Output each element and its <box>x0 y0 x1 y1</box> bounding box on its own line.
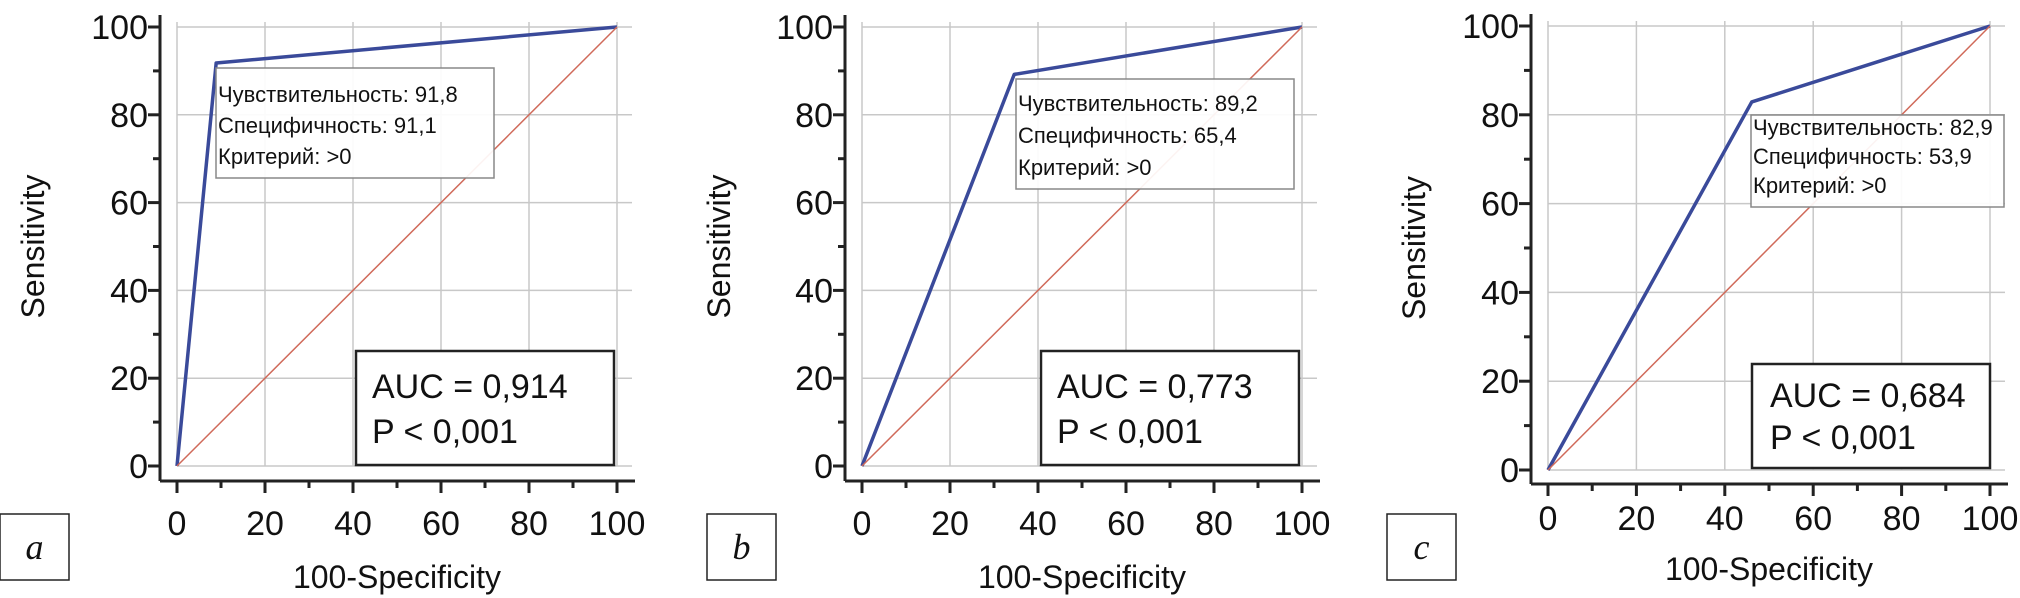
roc-curve-line <box>860 25 1303 467</box>
x-tick-label: 100 <box>1274 505 1331 543</box>
y-tick-label: 80 <box>1481 97 1519 135</box>
x-tick-label: 20 <box>246 505 284 543</box>
p-value: P < 0,001 <box>372 413 518 451</box>
criterion-annotation: Критерий: >0 <box>1018 155 1152 180</box>
y-tick-label: 0 <box>1500 452 1519 490</box>
y-tick-label: 0 <box>814 448 833 486</box>
p-value: P < 0,001 <box>1057 413 1203 451</box>
auc-value: AUC = 0,684 <box>1770 377 1966 415</box>
criterion-annotation: Критерий: >0 <box>1753 173 1887 198</box>
criterion-annotation: Критерий: >0 <box>218 144 352 169</box>
x-axis-title: 100-Specificity <box>293 559 501 595</box>
auc-value: AUC = 0,914 <box>372 368 568 406</box>
y-tick-label: 80 <box>795 97 833 135</box>
sensitivity-annotation: Чувствительность: 82,9 <box>1753 115 1993 140</box>
roc-panel-a: 0 20 40 60 80 100 0 20 40 60 80 100 100-Specificity S… <box>0 9 645 595</box>
y-tick-label: 60 <box>1481 186 1519 224</box>
x-tick-label: 40 <box>1019 505 1057 543</box>
y-tick-label: 0 <box>129 448 148 486</box>
x-tick-label: 100 <box>1962 500 2019 538</box>
roc-curve-line <box>175 25 618 467</box>
panel-letter-box <box>0 513 70 581</box>
x-tick-label: 0 <box>1539 500 1558 538</box>
x-axis-title: 100-Specificity <box>1665 551 1873 587</box>
specificity-annotation: Специфичность: 53,9 <box>1753 144 1972 169</box>
auc-value: AUC = 0,773 <box>1057 368 1253 406</box>
auc-box <box>1750 362 1992 470</box>
roc-panel-c: 0 20 40 60 80 100 0 20 40 60 80 100 100-Specificity S… <box>1386 8 2019 587</box>
panel-letter-box <box>706 513 777 581</box>
specificity-annotation: Специфичность: 65,4 <box>1018 123 1237 148</box>
y-tick-label: 40 <box>110 272 148 310</box>
y-tick-label: 60 <box>110 185 148 223</box>
auc-box <box>354 349 616 467</box>
sensitivity-annotation: Чувствительность: 89,2 <box>1018 91 1258 116</box>
y-axis-title: Sensitivity <box>1396 176 1432 320</box>
y-tick-label: 60 <box>795 185 833 223</box>
reference-diagonal-line <box>1547 25 1991 471</box>
x-tick-label: 80 <box>1195 505 1233 543</box>
x-tick-label: 0 <box>853 505 872 543</box>
y-axis-title: Sensitivity <box>701 174 737 318</box>
criterion-annotation-box <box>215 67 495 179</box>
x-tick-label: 80 <box>1883 500 1921 538</box>
x-tick-label: 60 <box>1107 505 1145 543</box>
y-tick-label: 80 <box>110 97 148 135</box>
p-value: P < 0,001 <box>1770 419 1916 457</box>
x-tick-label: 0 <box>168 505 187 543</box>
panel-letter-box <box>1386 513 1457 581</box>
x-tick-label: 40 <box>1706 500 1744 538</box>
x-tick-label: 60 <box>422 505 460 543</box>
x-tick-label: 20 <box>1617 500 1655 538</box>
x-tick-label: 60 <box>1794 500 1832 538</box>
roc-curve-line <box>1546 24 1991 471</box>
y-tick-label: 100 <box>1462 8 1519 46</box>
criterion-annotation-box <box>1750 114 2005 208</box>
y-axis-title: Sensitivity <box>15 174 51 318</box>
y-tick-label: 20 <box>1481 363 1519 401</box>
panel-letter: c <box>1414 527 1430 567</box>
x-tick-label: 40 <box>334 505 372 543</box>
y-tick-label: 20 <box>795 360 833 398</box>
sensitivity-annotation: Чувствительность: 91,8 <box>218 82 458 107</box>
auc-box <box>1039 349 1301 467</box>
y-tick-label: 20 <box>110 360 148 398</box>
y-tick-label: 100 <box>776 9 833 47</box>
panel-letter: a <box>26 527 44 567</box>
x-axis-title: 100-Specificity <box>978 559 1186 595</box>
y-tick-label: 40 <box>795 272 833 310</box>
x-tick-label: 100 <box>589 505 646 543</box>
x-tick-label: 20 <box>931 505 969 543</box>
panel-letter: b <box>733 527 751 567</box>
specificity-annotation: Специфичность: 91,1 <box>218 113 437 138</box>
roc-panel-b: 0 20 40 60 80 100 0 20 40 60 80 100 100-Specificity S… <box>701 9 1330 595</box>
y-tick-label: 40 <box>1481 274 1519 312</box>
reference-diagonal-line <box>176 26 618 467</box>
y-tick-label: 100 <box>91 9 148 47</box>
criterion-annotation-box <box>1015 78 1295 190</box>
x-tick-label: 80 <box>510 505 548 543</box>
